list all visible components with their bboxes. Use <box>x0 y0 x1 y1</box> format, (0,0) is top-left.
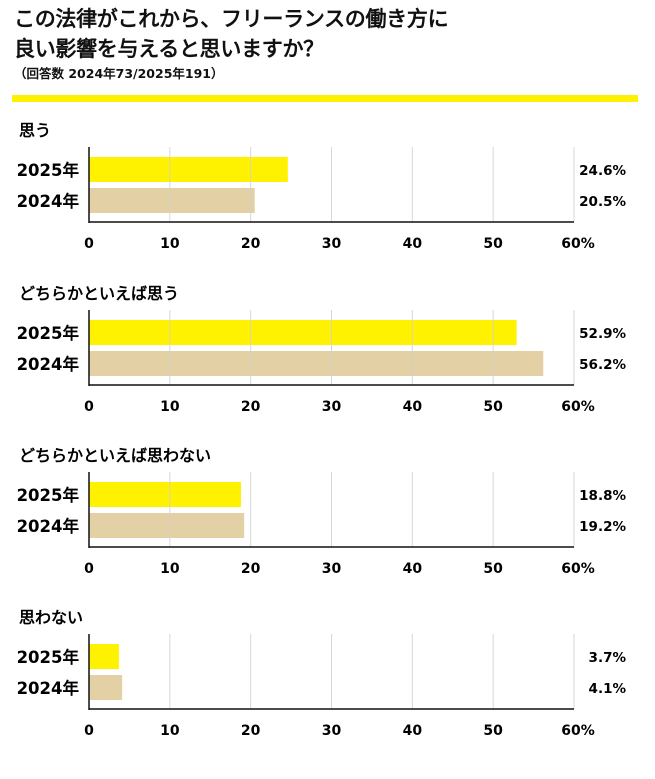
bar-2-2 <box>89 351 544 376</box>
tick-label-4-5: 50 <box>483 723 503 739</box>
tick-label-4-1: 10 <box>160 723 180 739</box>
bar-3-2 <box>89 513 245 538</box>
tick-label-2-4: 40 <box>403 399 423 415</box>
tick-label-2-6: 60% <box>561 399 595 415</box>
tick-label-4-0: 0 <box>84 723 94 739</box>
panel-1-title: 思う <box>19 121 51 140</box>
category-label-4-1: 2025年 <box>17 647 80 667</box>
panel-2-title: どちらかといえば思う <box>19 284 179 303</box>
chart-title-line-1: この法律がこれから、フリーランスの働き方に <box>14 7 449 31</box>
bar-3-1 <box>89 482 241 507</box>
tick-label-4-4: 40 <box>403 723 423 739</box>
chart-heading: この法律がこれから、フリーランスの働き方に 良い影響を与えると思いますか？ （回… <box>14 4 644 82</box>
bar-4-2 <box>89 675 123 700</box>
tick-label-2-0: 0 <box>84 399 94 415</box>
value-label-1-2: 20.5% <box>579 194 626 210</box>
tick-label-2-2: 20 <box>241 399 261 415</box>
tick-label-3-2: 20 <box>241 561 261 577</box>
tick-label-2-1: 10 <box>160 399 180 415</box>
value-label-3-1: 18.8% <box>579 488 626 504</box>
category-label-2-2: 2024年 <box>17 354 80 374</box>
chart-title-line-2: 良い影響を与えると思いますか？ <box>14 37 324 61</box>
bar-1-2 <box>89 188 255 213</box>
bar-4-1 <box>89 644 119 669</box>
category-label-4-2: 2024年 <box>17 678 80 698</box>
panel-4-title: 思わない <box>19 608 83 627</box>
tick-label-1-0: 0 <box>84 236 94 252</box>
tick-label-1-3: 30 <box>322 236 342 252</box>
bar-1-1 <box>89 157 288 182</box>
tick-label-4-3: 30 <box>322 723 342 739</box>
tick-label-3-0: 0 <box>84 561 94 577</box>
value-label-4-2: 4.1% <box>589 681 627 697</box>
tick-label-4-2: 20 <box>241 723 261 739</box>
value-label-4-1: 3.7% <box>589 650 627 666</box>
category-label-2-1: 2025年 <box>17 323 80 343</box>
value-label-3-2: 19.2% <box>579 519 626 535</box>
value-label-2-2: 56.2% <box>579 357 626 373</box>
value-label-1-1: 24.6% <box>579 163 626 179</box>
category-label-1-1: 2025年 <box>17 160 80 180</box>
tick-label-3-6: 60% <box>561 561 595 577</box>
value-label-2-1: 52.9% <box>579 326 626 342</box>
tick-label-2-5: 50 <box>483 399 503 415</box>
tick-label-3-3: 30 <box>322 561 342 577</box>
tick-label-1-1: 10 <box>160 236 180 252</box>
tick-label-1-6: 60% <box>561 236 595 252</box>
tick-label-1-2: 20 <box>241 236 261 252</box>
response-count-note: （回答数 2024年73/2025年191） <box>14 66 224 81</box>
category-label-3-2: 2024年 <box>17 516 80 536</box>
category-label-3-1: 2025年 <box>17 485 80 505</box>
bar-2-1 <box>89 320 517 345</box>
panel-3-title: どちらかといえば思わない <box>19 446 211 465</box>
tick-label-3-4: 40 <box>403 561 423 577</box>
tick-label-2-3: 30 <box>322 399 342 415</box>
category-label-1-2: 2024年 <box>17 191 80 211</box>
tick-label-3-1: 10 <box>160 561 180 577</box>
tick-label-3-5: 50 <box>483 561 503 577</box>
tick-label-4-6: 60% <box>561 723 595 739</box>
tick-label-1-4: 40 <box>403 236 423 252</box>
title-divider <box>12 95 638 102</box>
tick-label-1-5: 50 <box>483 236 503 252</box>
